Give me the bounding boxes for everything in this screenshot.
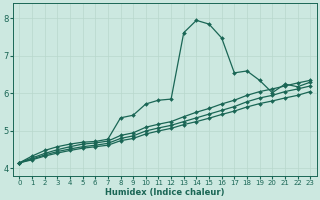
X-axis label: Humidex (Indice chaleur): Humidex (Indice chaleur) <box>105 188 225 197</box>
